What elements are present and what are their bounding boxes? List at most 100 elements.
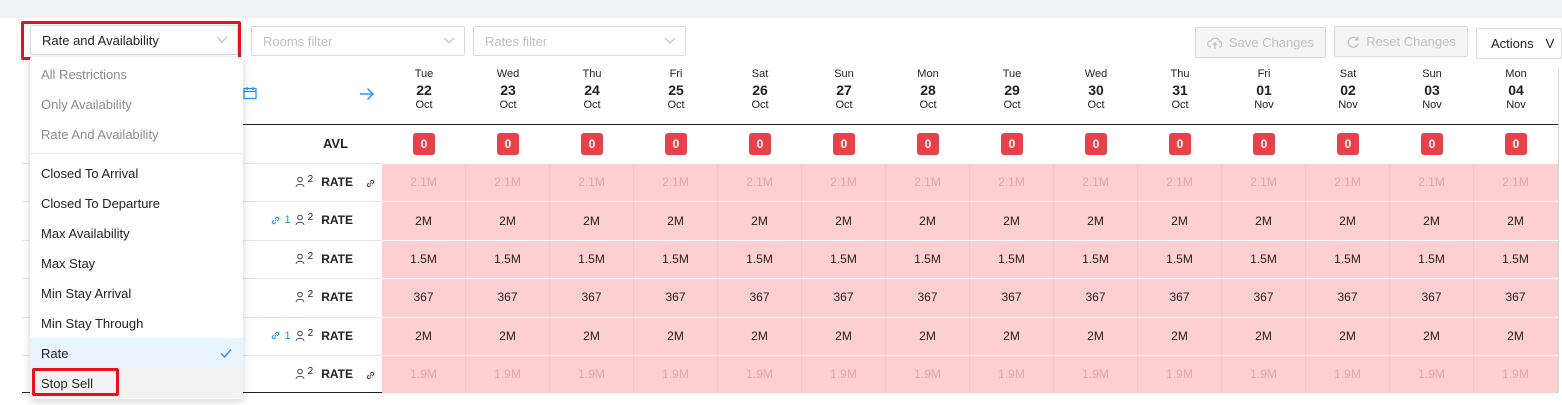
rate-cell[interactable]: 2.1M (1138, 163, 1222, 202)
rate-cell[interactable]: 2M (886, 201, 970, 240)
rate-cell[interactable]: 2M (1054, 201, 1138, 240)
rate-cell[interactable]: 1.5M (718, 239, 802, 279)
rate-cell[interactable]: 2M (634, 316, 718, 355)
avl-badge[interactable]: 0 (1505, 133, 1527, 155)
rate-cell[interactable]: 2.1M (718, 163, 802, 202)
rate-cell[interactable]: 2M (1138, 201, 1222, 240)
rate-cell[interactable]: 2M (802, 201, 886, 240)
rate-cell[interactable]: 2M (1474, 201, 1558, 240)
rate-cell[interactable]: 1.9M (802, 355, 886, 394)
rate-cell[interactable]: 2M (970, 201, 1054, 240)
dropdown-item-closed-to-departure[interactable]: Closed To Departure (30, 188, 243, 218)
rate-cell[interactable]: 2M (382, 201, 466, 240)
rate-cell[interactable]: 1.9M (1390, 355, 1474, 394)
rate-cell[interactable]: 1.5M (802, 239, 886, 279)
rate-cell[interactable]: 1.9M (550, 355, 634, 394)
avl-badge[interactable]: 0 (413, 133, 435, 155)
rate-cell[interactable]: 367 (1306, 278, 1390, 317)
rate-cell[interactable]: 2.1M (1054, 163, 1138, 202)
rate-cell[interactable]: 2M (1138, 316, 1222, 355)
rate-cell[interactable]: 2M (550, 316, 634, 355)
rate-cell[interactable]: 2M (634, 201, 718, 240)
rate-cell[interactable]: 2.1M (1222, 163, 1306, 202)
rate-cell[interactable]: 367 (718, 278, 802, 317)
rate-cell[interactable]: 1.5M (382, 239, 466, 279)
rate-cell[interactable]: 1.5M (1138, 239, 1222, 279)
dropdown-item-min-stay-through[interactable]: Min Stay Through (30, 308, 243, 338)
rate-cell[interactable]: 367 (886, 278, 970, 317)
rate-cell[interactable]: 2.1M (802, 163, 886, 202)
view-mode-select[interactable]: Rate and Availability (30, 25, 238, 55)
rate-cell[interactable]: 1.9M (886, 355, 970, 394)
rate-cell[interactable]: 1.9M (718, 355, 802, 394)
rate-cell[interactable]: 2M (1222, 316, 1306, 355)
rate-cell[interactable]: 1.5M (1306, 239, 1390, 279)
rate-cell[interactable]: 1.5M (970, 239, 1054, 279)
rate-cell[interactable]: 1.9M (1054, 355, 1138, 394)
rate-cell[interactable]: 2M (886, 316, 970, 355)
dropdown-item-rate-and-availability[interactable]: Rate And Availability (30, 119, 243, 149)
rate-cell[interactable]: 2M (718, 316, 802, 355)
rate-cell[interactable]: 1.5M (1054, 239, 1138, 279)
save-changes-button[interactable]: Save Changes (1195, 27, 1326, 58)
avl-badge[interactable]: 0 (497, 133, 519, 155)
dropdown-item-stop-sell[interactable]: Stop Sell (30, 368, 243, 398)
rate-cell[interactable]: 2M (466, 201, 550, 240)
rate-cell[interactable]: 2M (1222, 201, 1306, 240)
rates-filter-select[interactable]: Rates filter (473, 26, 686, 56)
reset-changes-button[interactable]: Reset Changes (1334, 26, 1468, 57)
rate-cell[interactable]: 2.1M (886, 163, 970, 202)
dropdown-item-rate[interactable]: Rate (30, 338, 243, 368)
rate-cell[interactable]: 2M (466, 316, 550, 355)
dropdown-item-only-availability[interactable]: Only Availability (30, 89, 243, 119)
dropdown-item-min-stay-arrival[interactable]: Min Stay Arrival (30, 278, 243, 308)
avl-badge[interactable]: 0 (1085, 133, 1107, 155)
avl-badge[interactable]: 0 (1001, 133, 1023, 155)
rate-cell[interactable]: 1.9M (382, 355, 466, 394)
avl-badge[interactable]: 0 (917, 133, 939, 155)
calendar-icon[interactable] (243, 86, 257, 100)
avl-badge[interactable]: 0 (581, 133, 603, 155)
rate-cell[interactable]: 2.1M (1474, 163, 1558, 202)
dropdown-item-max-availability[interactable]: Max Availability (30, 218, 243, 248)
rate-cell[interactable]: 1.5M (466, 239, 550, 279)
arrow-right-icon[interactable] (359, 87, 375, 101)
dropdown-item-max-stay[interactable]: Max Stay (30, 248, 243, 278)
rate-cell[interactable]: 1.5M (886, 239, 970, 279)
rate-cell[interactable]: 1.5M (634, 239, 718, 279)
rate-cell[interactable]: 2.1M (1306, 163, 1390, 202)
rate-cell[interactable]: 1.5M (550, 239, 634, 279)
actions-button[interactable]: Actions V (1476, 28, 1562, 59)
rate-cell[interactable]: 2M (1054, 316, 1138, 355)
rate-cell[interactable]: 367 (1138, 278, 1222, 317)
rate-cell[interactable]: 2.1M (466, 163, 550, 202)
rate-cell[interactable]: 2M (1306, 316, 1390, 355)
rooms-filter-select[interactable]: Rooms filter (251, 26, 465, 56)
rate-cell[interactable]: 2M (550, 201, 634, 240)
rate-cell[interactable]: 1.9M (1306, 355, 1390, 394)
rate-cell[interactable]: 2M (1390, 316, 1474, 355)
rate-cell[interactable]: 2.1M (382, 163, 466, 202)
rate-cell[interactable]: 367 (1054, 278, 1138, 317)
avl-badge[interactable]: 0 (665, 133, 687, 155)
rate-cell[interactable]: 1.9M (634, 355, 718, 394)
avl-badge[interactable]: 0 (1421, 133, 1443, 155)
rate-cell[interactable]: 367 (1390, 278, 1474, 317)
rate-cell[interactable]: 1.9M (1474, 355, 1558, 394)
avl-badge[interactable]: 0 (1169, 133, 1191, 155)
avl-badge[interactable]: 0 (1337, 133, 1359, 155)
rate-cell[interactable]: 2M (1474, 316, 1558, 355)
rate-cell[interactable]: 2M (970, 316, 1054, 355)
rate-cell[interactable]: 2M (718, 201, 802, 240)
rate-cell[interactable]: 2.1M (1390, 163, 1474, 202)
link-icon[interactable] (365, 368, 376, 386)
rate-cell[interactable]: 367 (1222, 278, 1306, 317)
rate-cell[interactable]: 2M (802, 316, 886, 355)
avl-badge[interactable]: 0 (833, 133, 855, 155)
rate-cell[interactable]: 2M (1390, 201, 1474, 240)
rate-cell[interactable]: 1.9M (466, 355, 550, 394)
link-icon[interactable] (365, 176, 376, 194)
rate-cell[interactable]: 367 (382, 278, 466, 317)
rate-cell[interactable]: 367 (970, 278, 1054, 317)
dropdown-item-closed-to-arrival[interactable]: Closed To Arrival (30, 158, 243, 188)
